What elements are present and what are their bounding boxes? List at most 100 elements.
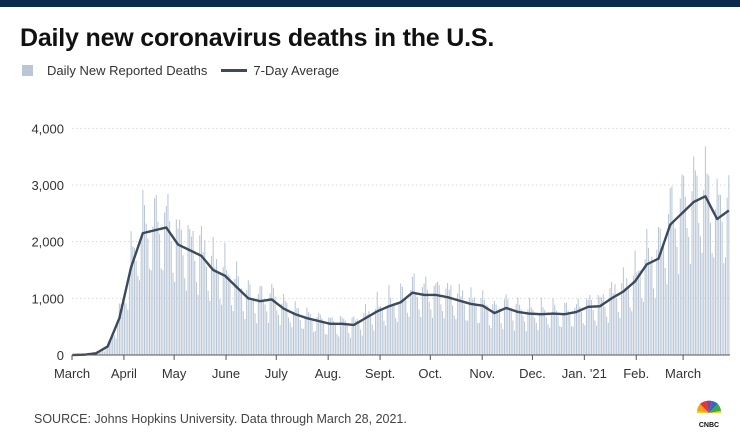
daily-bar <box>277 314 279 355</box>
daily-bar <box>254 313 256 355</box>
daily-bar <box>120 304 122 355</box>
daily-bar <box>152 226 154 355</box>
daily-bar <box>458 284 460 355</box>
daily-bar <box>723 263 725 355</box>
daily-bar <box>329 317 331 355</box>
daily-bar <box>716 178 718 355</box>
daily-bar <box>529 297 531 355</box>
daily-bar <box>135 260 137 355</box>
daily-bar <box>267 322 269 355</box>
daily-bar <box>159 234 161 355</box>
daily-bar <box>351 317 353 355</box>
daily-bar <box>534 317 536 355</box>
daily-bar <box>569 314 571 355</box>
daily-bar <box>532 309 534 355</box>
daily-bar <box>527 309 529 355</box>
daily-bar <box>251 300 253 355</box>
daily-bar <box>525 331 527 355</box>
x-tick-label: Feb. <box>623 366 649 381</box>
daily-bar <box>602 294 604 355</box>
daily-bar <box>222 267 224 355</box>
daily-bar <box>704 146 706 355</box>
daily-bar <box>244 319 246 355</box>
daily-bar <box>132 246 134 355</box>
daily-bar <box>336 333 338 355</box>
daily-bar <box>487 305 489 355</box>
daily-bar <box>455 319 457 355</box>
daily-bar <box>390 297 392 355</box>
daily-bar <box>229 276 231 355</box>
daily-bar <box>420 316 422 355</box>
daily-bar <box>207 290 209 355</box>
daily-bar <box>133 248 135 355</box>
daily-bar <box>621 283 623 355</box>
source-note: SOURCE: Johns Hopkins University. Data t… <box>34 412 407 426</box>
daily-bar <box>589 295 591 355</box>
daily-bar <box>433 285 435 355</box>
daily-bar <box>128 273 130 355</box>
daily-bar <box>452 305 454 355</box>
daily-bar <box>654 297 656 355</box>
daily-bar <box>103 351 105 355</box>
daily-bar <box>403 300 405 355</box>
daily-bar <box>272 287 274 355</box>
daily-bar <box>155 194 157 355</box>
daily-bar <box>681 174 683 355</box>
daily-bar <box>582 323 584 355</box>
daily-bar <box>539 313 541 355</box>
daily-bar <box>249 284 251 355</box>
x-tick-label: May <box>162 366 187 381</box>
daily-bar <box>261 286 263 355</box>
daily-bar <box>105 346 107 355</box>
daily-bar <box>550 314 552 355</box>
daily-bar <box>689 263 691 355</box>
daily-bar <box>567 310 569 355</box>
daily-bar <box>639 270 641 355</box>
daily-bar <box>386 306 388 355</box>
daily-bar <box>520 309 522 355</box>
x-axis-ticks <box>71 355 684 360</box>
daily-bar <box>465 320 467 355</box>
daily-bar <box>194 260 196 355</box>
daily-bar <box>271 283 273 355</box>
daily-bar <box>599 297 601 355</box>
daily-bar <box>170 241 172 355</box>
daily-bar <box>274 296 276 355</box>
daily-bar <box>614 284 616 355</box>
daily-bar <box>371 324 373 355</box>
y-tick-label: 3,000 <box>31 178 64 193</box>
daily-bar <box>663 242 665 355</box>
daily-bar <box>674 228 676 355</box>
daily-bar <box>470 287 472 355</box>
daily-bar <box>324 334 326 355</box>
daily-bar <box>644 259 646 355</box>
x-tick-label: Jan. '21 <box>562 366 607 381</box>
daily-bar <box>287 317 290 355</box>
daily-bar <box>110 337 112 355</box>
daily-bar <box>560 326 562 355</box>
legend-bar-swatch <box>22 65 33 76</box>
daily-bar <box>311 320 313 355</box>
daily-bar <box>693 156 695 355</box>
daily-bar <box>195 281 197 355</box>
daily-bar <box>619 317 621 355</box>
daily-bar <box>634 250 636 355</box>
daily-bar <box>535 322 537 355</box>
daily-bar <box>477 323 479 355</box>
daily-bar <box>172 272 174 355</box>
daily-bar <box>594 320 596 355</box>
daily-bar <box>341 317 343 355</box>
daily-bar <box>547 324 549 355</box>
daily-bar <box>346 324 348 355</box>
gridlines <box>72 127 730 299</box>
daily-bar <box>691 191 693 355</box>
daily-bar <box>197 294 199 355</box>
daily-bar <box>713 257 715 355</box>
daily-bar <box>591 299 593 355</box>
daily-bar <box>232 311 234 355</box>
daily-bar <box>498 308 500 355</box>
daily-bar <box>617 312 619 355</box>
daily-bar <box>298 308 300 355</box>
daily-bar <box>658 227 660 355</box>
daily-bar <box>413 273 415 355</box>
